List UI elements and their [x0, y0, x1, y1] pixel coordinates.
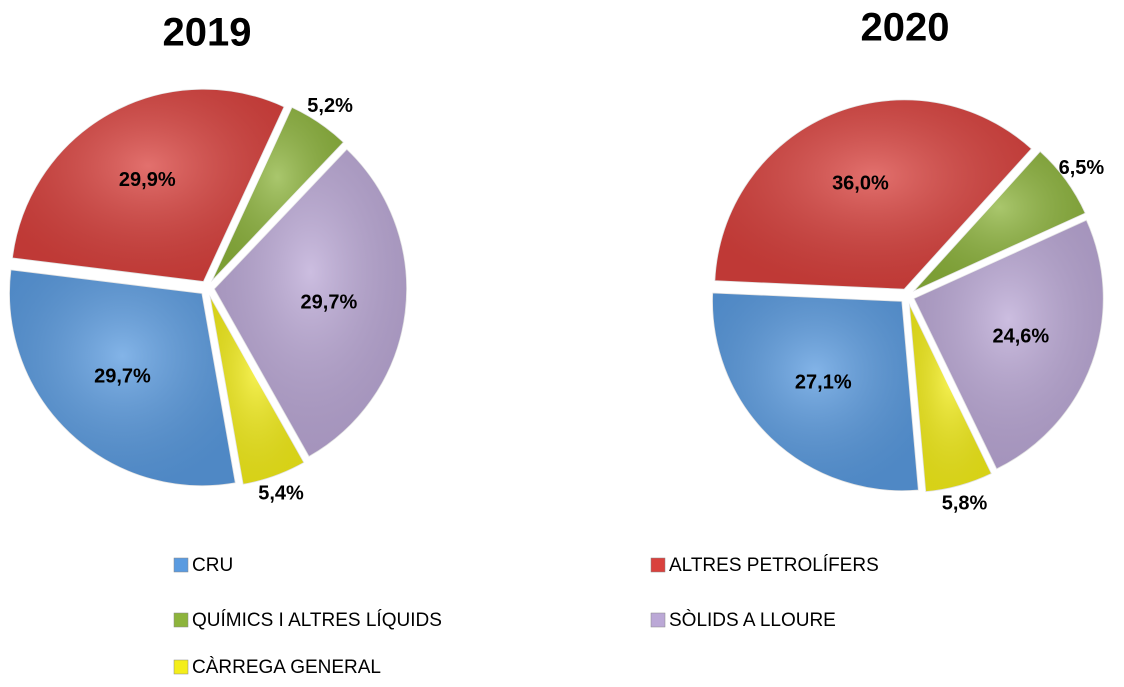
- chart-title: 2019: [163, 11, 252, 55]
- data-label: 5,2%: [307, 95, 353, 117]
- slice-shade: [712, 292, 919, 492]
- legend-label: ALTRES PETROLÍFERS: [669, 555, 879, 576]
- slice-shade: [714, 99, 1032, 290]
- slice-shade: [913, 219, 1104, 470]
- slice-shade: [213, 148, 407, 457]
- data-label: 6,5%: [1059, 157, 1105, 179]
- legend-label: CÀRREGA GENERAL: [192, 657, 381, 678]
- data-label: 36,0%: [832, 173, 889, 195]
- data-label: 29,9%: [119, 169, 176, 191]
- data-label: 5,8%: [942, 492, 988, 514]
- legend-swatch: [173, 612, 189, 628]
- legend-label: QUÍMICS I ALTRES LÍQUIDS: [192, 610, 442, 631]
- slice-shade: [9, 269, 236, 487]
- chart-title: 2020: [861, 6, 950, 50]
- slice-shade: [912, 151, 1086, 292]
- data-label: 24,6%: [992, 325, 1049, 347]
- data-label: 29,7%: [94, 365, 151, 387]
- slice-shade: [12, 88, 285, 282]
- legend-swatch: [173, 659, 189, 675]
- legend-swatch: [173, 557, 189, 573]
- legend-label: SÒLIDS A LLOURE: [669, 609, 836, 631]
- legend-label: CRU: [192, 555, 233, 576]
- slice-shade: [209, 294, 305, 485]
- slice-shade: [908, 302, 992, 493]
- legend-swatch: [650, 557, 666, 573]
- data-label: 27,1%: [795, 372, 852, 394]
- data-label: 29,7%: [301, 291, 358, 313]
- slice-shade: [210, 106, 344, 283]
- legend-swatch: [650, 612, 666, 628]
- data-label: 5,4%: [258, 483, 304, 505]
